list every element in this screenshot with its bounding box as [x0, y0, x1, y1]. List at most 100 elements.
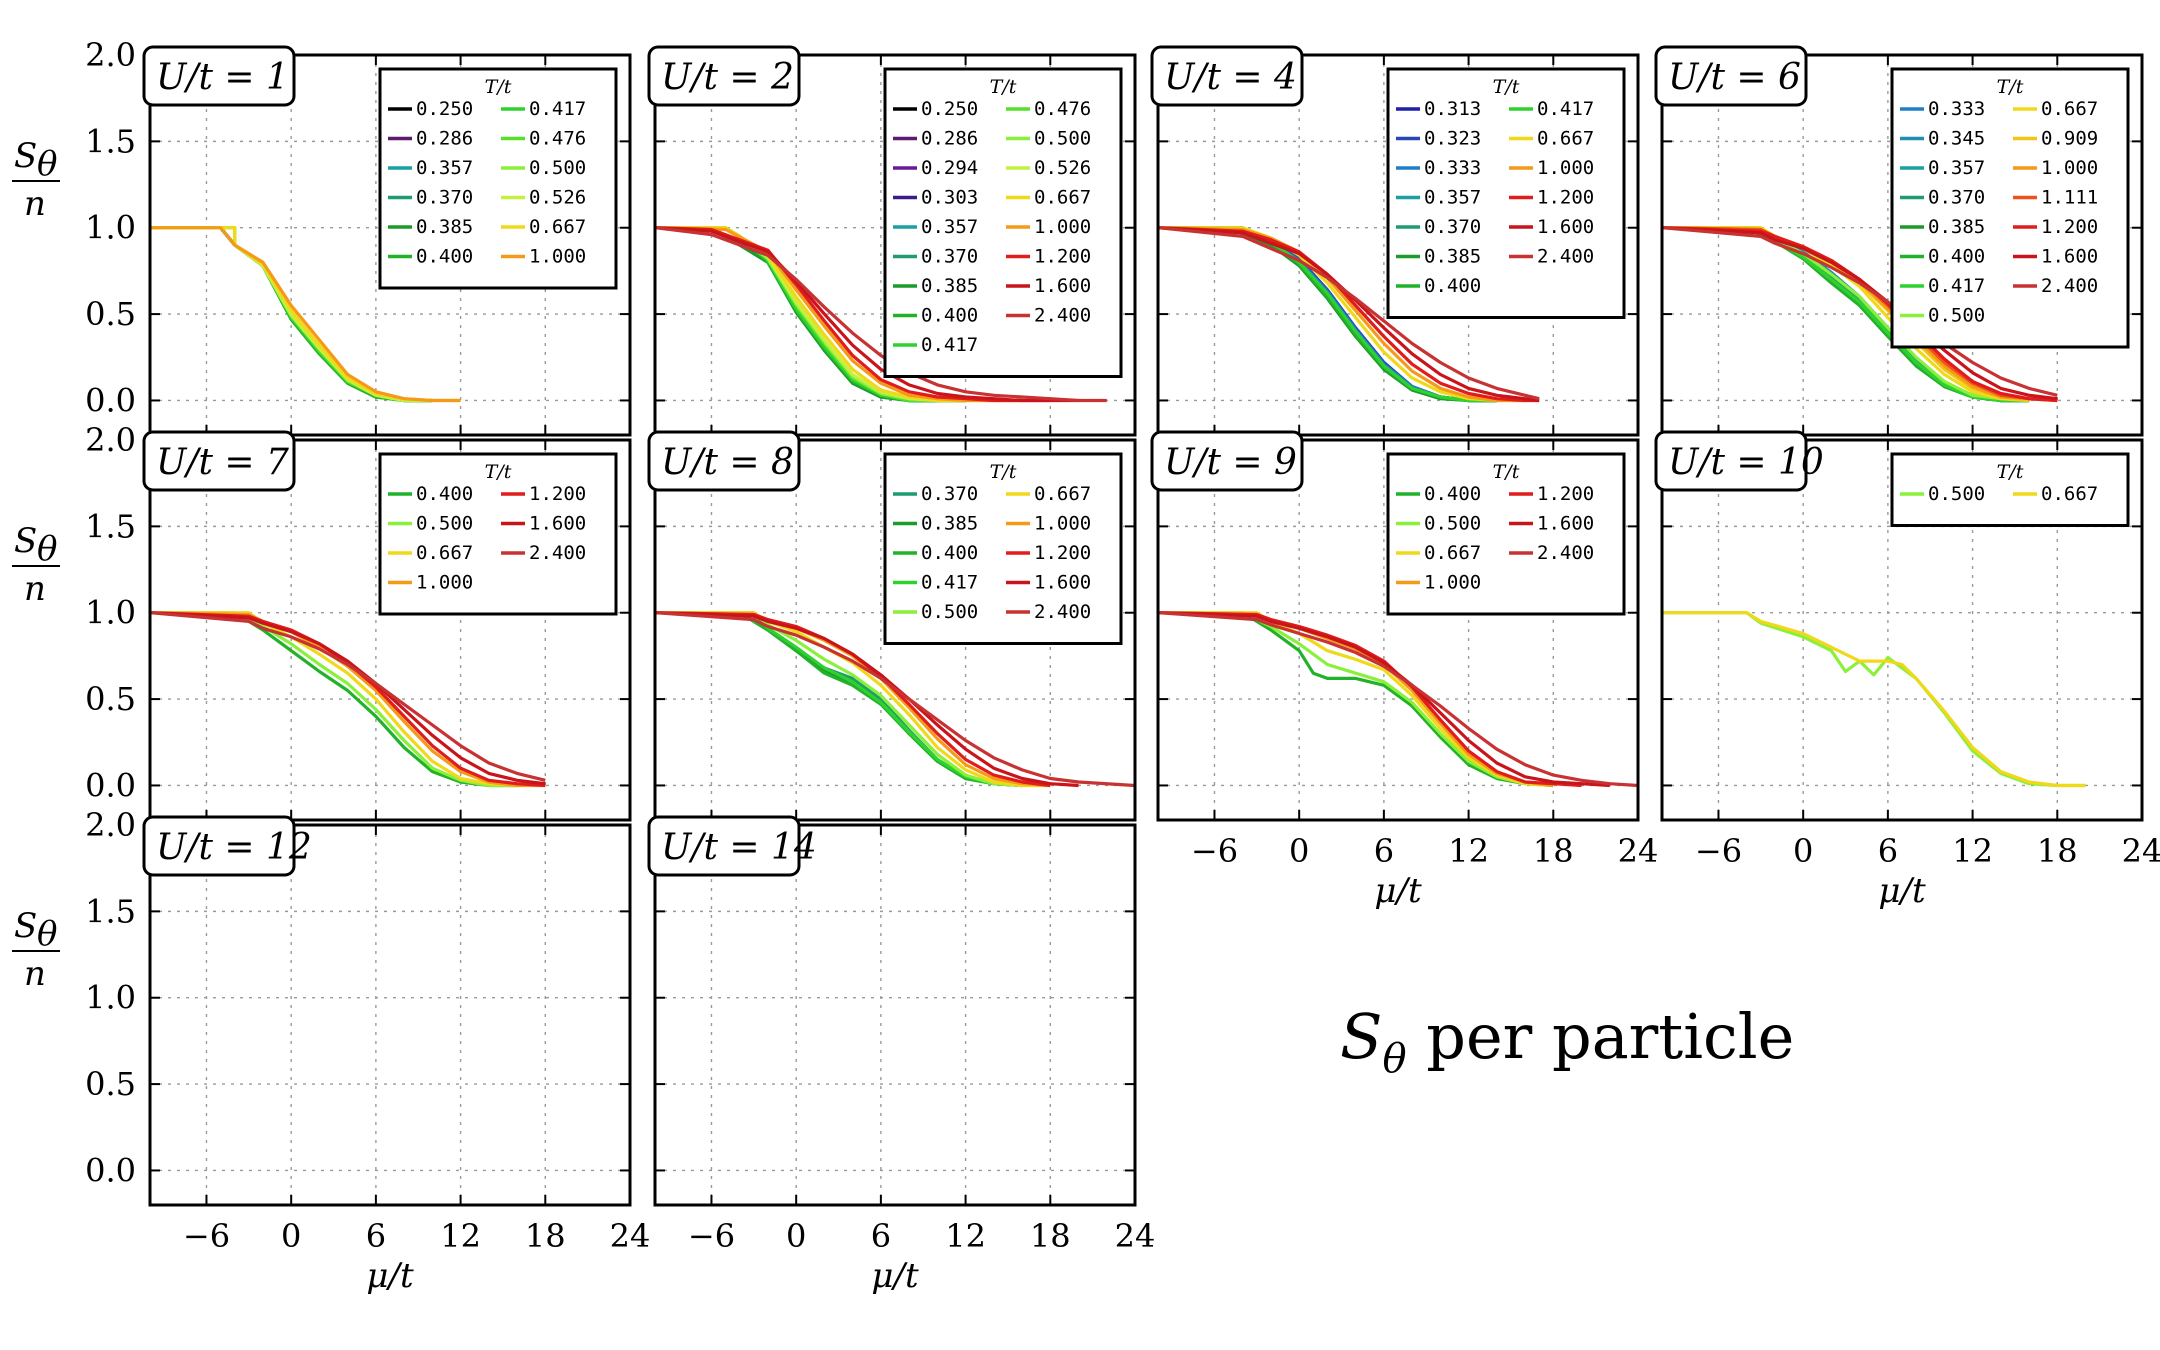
legend-entry: 1.600 — [1034, 275, 1091, 297]
panel-title: U/t = 6 — [1668, 57, 1801, 98]
panels: 0.0 0.5 1.0 1.5 2.0 U/t = 1 T/t 0.250 0.286 0.357… — [85, 36, 2160, 1296]
y-tick-label: 2.0 — [85, 421, 136, 459]
y-tick-label: 1.5 — [85, 507, 136, 545]
panel-title-box: U/t = 10 — [1654, 430, 1824, 492]
plot-frame — [1660, 438, 2144, 822]
panel-title-frame — [1150, 45, 1304, 107]
legend-entry: 0.286 — [416, 128, 473, 150]
x-tick-label: −6 — [1191, 832, 1238, 870]
chart-panel: 0.0 0.5 1.0 1.5 2.0 U/t = 7 T/t 0.400 0.500 0.667… — [85, 421, 632, 822]
legend-entry: 0.385 — [1424, 246, 1481, 268]
legend-entry: 0.357 — [416, 157, 473, 179]
legend-entry: 2.400 — [529, 542, 586, 564]
legend-title: T/t — [485, 461, 512, 483]
x-tick-label: 6 — [1878, 832, 1898, 870]
series-line-1.000 — [1158, 226, 1526, 403]
x-tick-label: 18 — [2037, 832, 2078, 870]
y-tick-label: 0.5 — [85, 680, 136, 718]
series-line-0.500 — [655, 611, 1023, 788]
panel-title-frame — [647, 430, 801, 492]
legend-entry: 0.333 — [1928, 98, 1985, 120]
plot-frame — [653, 53, 1137, 437]
panel-title-box: U/t = 12 — [142, 815, 312, 877]
plot-frame — [1156, 53, 1640, 437]
figure-title: Sθ per particle — [1340, 1000, 1794, 1082]
chart-panel: −6 0 6 12 18 24 μ/t U/t = 10 T/t 0.500 0.667 — [1654, 430, 2160, 911]
chart-panel: −6 0 6 12 18 24 μ/t U/t = 9 T/t 0.400 0.500 0.667 1.… — [1150, 430, 1658, 911]
legend-entry: 1.000 — [529, 246, 586, 268]
chart-panel: U/t = 2 T/t 0.250 0.286 0.294 0.303 0.357 0.370… — [647, 45, 1137, 437]
y-tick-label: 1.0 — [85, 209, 136, 247]
chart-panel: U/t = 8 T/t 0.370 0.385 0.400 0.417 0.500 0.667… — [647, 430, 1137, 822]
series-line-2.400 — [1158, 226, 1540, 401]
legend-entry: 1.200 — [1537, 483, 1594, 505]
legend-frame — [1386, 452, 1626, 616]
plot-frame — [653, 438, 1137, 822]
legend-entry: 0.357 — [1928, 157, 1985, 179]
y-tick-label: 1.0 — [85, 979, 136, 1017]
legend-frame — [883, 67, 1123, 378]
legend-entry: 0.286 — [921, 128, 978, 150]
series-group — [655, 611, 1135, 788]
legend-entry: 0.526 — [1034, 157, 1091, 179]
x-tick-label: 0 — [786, 1217, 806, 1255]
legend-entry: 0.385 — [921, 513, 978, 535]
legend-entry: 1.600 — [2041, 246, 2098, 268]
legend-entry: 1.000 — [1424, 572, 1481, 594]
legend-entry: 0.323 — [1424, 128, 1481, 150]
legend-entry: 0.476 — [529, 128, 586, 150]
legend-title: T/t — [1493, 76, 1520, 98]
panel-title: U/t = 7 — [156, 442, 289, 483]
legend-title: T/t — [1493, 461, 1520, 483]
x-tick-label: 12 — [440, 1217, 481, 1255]
x-axis-label: μ/t — [1374, 871, 1422, 911]
legend-entry: 0.500 — [1928, 483, 1985, 505]
plot-frame — [148, 823, 632, 1207]
series-line-1.000 — [150, 226, 461, 403]
legend-entry: 0.500 — [1034, 128, 1091, 150]
legend-entry: 0.333 — [1424, 157, 1481, 179]
series-group — [1158, 611, 1638, 788]
legend-entry: 2.400 — [1537, 246, 1594, 268]
y-tick-label: 1.5 — [85, 122, 136, 160]
legend: T/t 0.250 0.286 0.357 0.370 0.385 0.400 0.417 0.… — [378, 67, 618, 290]
y-tick-label: 2.0 — [85, 36, 136, 74]
legend-entry: 0.400 — [1928, 246, 1985, 268]
legend: T/t 0.333 0.345 0.357 0.370 0.385 0.400 0.417 0.… — [1890, 67, 2130, 349]
x-tick-label: 0 — [281, 1217, 301, 1255]
y-label-subscript: θ — [37, 529, 57, 569]
series-group — [655, 226, 1107, 403]
panel-title: U/t = 10 — [1668, 442, 1824, 483]
y-label-denominator: n — [24, 184, 46, 224]
legend: T/t 0.400 0.500 0.667 1.000 1.200 1.600 2.400 — [378, 452, 618, 616]
chart-panel: U/t = 6 T/t 0.333 0.345 0.357 0.370 0.385 0.400… — [1654, 45, 2144, 437]
y-tick-label: 0.5 — [85, 295, 136, 333]
x-axis-label: μ/t — [366, 1256, 414, 1296]
legend-entry: 1.000 — [1537, 157, 1594, 179]
legend-entry: 0.667 — [1537, 128, 1594, 150]
legend-entry: 0.400 — [921, 305, 978, 327]
legend-entry: 0.500 — [1928, 305, 1985, 327]
panel-title-box: U/t = 7 — [142, 430, 296, 492]
legend-entry: 2.400 — [1537, 542, 1594, 564]
panel-title-box: U/t = 1 — [142, 45, 296, 107]
panel-title-frame — [1654, 430, 1808, 492]
legend-title: T/t — [485, 76, 512, 98]
legend-title: T/t — [1997, 76, 2024, 98]
y-label-denominator: n — [24, 954, 46, 994]
panel-title: U/t = 9 — [1164, 442, 1297, 483]
legend-entry: 0.667 — [529, 216, 586, 238]
plot-frame — [148, 53, 632, 437]
legend-entry: 1.000 — [1034, 513, 1091, 535]
legend-entry: 2.400 — [1034, 305, 1091, 327]
panel-title: U/t = 1 — [156, 57, 289, 98]
panel-title-box: U/t = 8 — [647, 430, 801, 492]
legend-entry: 0.417 — [921, 334, 978, 356]
panel-title-frame — [142, 45, 296, 107]
series-line-0.500 — [1662, 611, 2086, 788]
legend: T/t 0.250 0.286 0.294 0.303 0.357 0.370 0.385 0.… — [883, 67, 1123, 378]
legend-entry: 0.417 — [529, 98, 586, 120]
